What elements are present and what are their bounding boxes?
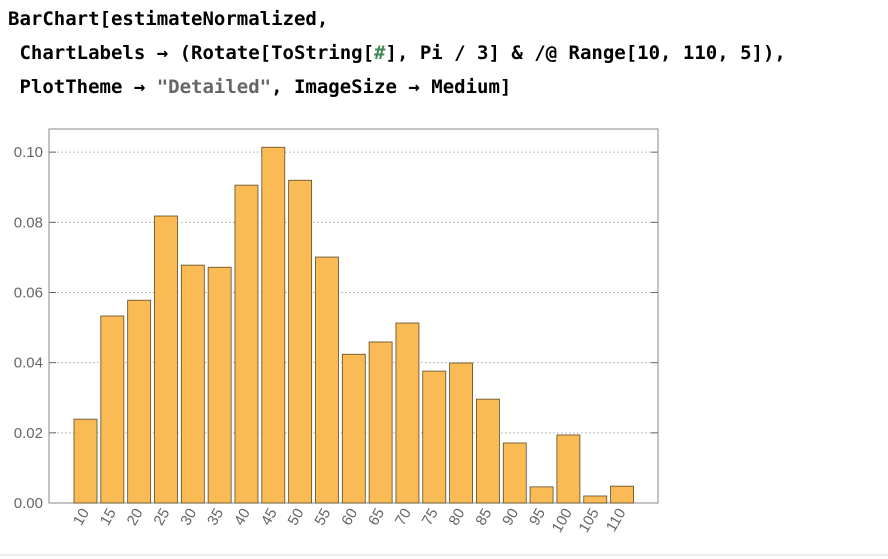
x-tick-label: 95	[526, 506, 549, 529]
bar	[449, 362, 474, 504]
bar	[100, 315, 125, 504]
x-tick-label: 70	[392, 506, 415, 529]
bar	[180, 264, 205, 504]
code-token: BarChart[estimateNormalized,	[8, 8, 329, 30]
code-token: PlotTheme →	[8, 76, 157, 98]
bar	[234, 184, 259, 504]
bar	[610, 485, 634, 504]
x-tick-label: 25	[150, 506, 173, 529]
bar	[395, 322, 420, 504]
x-tick-label: 40	[231, 506, 254, 529]
code-line: BarChart[estimateNormalized,	[8, 8, 328, 30]
bar	[556, 434, 581, 504]
code-token: "Detailed"	[156, 76, 272, 98]
y-tick-label: 0.10	[14, 144, 43, 161]
bar	[207, 266, 232, 504]
x-tick-label: 110	[603, 506, 630, 535]
x-tick-label: 75	[419, 506, 442, 529]
x-tick-label: 100	[549, 506, 576, 536]
y-tick-label: 0.04	[14, 355, 43, 372]
bar	[502, 442, 527, 504]
bar	[529, 486, 554, 504]
bar	[422, 370, 447, 504]
x-tick-label: 65	[365, 506, 388, 529]
bar	[154, 215, 178, 504]
y-tick-label: 0.02	[14, 425, 43, 442]
bar	[583, 495, 608, 504]
code-token: ChartLabels → (Rotate[ToString[	[8, 42, 375, 64]
bar	[288, 179, 313, 504]
x-tick-label: 30	[177, 506, 200, 529]
bar	[341, 353, 366, 504]
y-tick-label: 0.08	[14, 214, 43, 231]
bar	[73, 418, 98, 504]
x-tick-label: 45	[258, 506, 281, 529]
x-tick-label: 50	[285, 506, 308, 529]
x-tick-label: 55	[311, 506, 334, 529]
x-tick-label: 20	[124, 506, 147, 529]
bar	[368, 341, 393, 504]
bar	[127, 299, 152, 504]
x-tick-label: 60	[338, 506, 361, 529]
x-tick-label: 15	[97, 506, 120, 529]
bar	[261, 146, 286, 504]
bar	[476, 398, 500, 504]
x-tick-label: 35	[204, 506, 227, 529]
y-tick-label: 0.00	[14, 495, 43, 512]
code-line: ChartLabels → (Rotate[ToString[#], Pi / …	[8, 42, 786, 64]
x-tick-label: 10	[70, 506, 93, 529]
code-token: #	[374, 42, 386, 64]
y-tick-label: 0.06	[14, 284, 43, 301]
code-token: , ImageSize → Medium]	[271, 76, 512, 98]
bar	[315, 256, 339, 504]
x-tick-label: 85	[472, 506, 495, 529]
code-line: PlotTheme → "Detailed", ImageSize → Medi…	[8, 76, 511, 98]
code-token: ], Pi / 3] & /@ Range[10, 110, 5]),	[385, 42, 786, 64]
x-tick-label: 90	[499, 506, 522, 529]
x-tick-label: 80	[445, 506, 468, 529]
x-tick-label: 105	[575, 506, 602, 536]
